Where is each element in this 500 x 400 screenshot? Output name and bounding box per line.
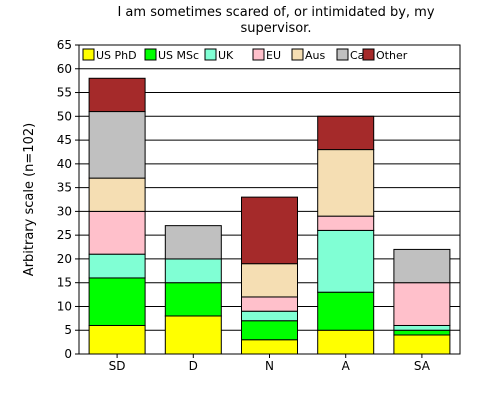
legend-label-Ca: Ca: [350, 49, 364, 62]
bar-SA-US-PhD: [393, 334, 451, 355]
chart-title: I am sometimes scared of, or intimidated…: [117, 5, 434, 36]
y-tick-label-50: 50: [57, 109, 72, 123]
legend-swatch-US-PhD: [82, 48, 95, 61]
bar-N-Other: [241, 196, 298, 265]
x-tick-label-SD: SD: [109, 359, 126, 373]
bar-SD-UK: [88, 253, 146, 279]
bar-N-US-PhD: [241, 339, 298, 355]
bar-A-US-PhD: [317, 329, 375, 355]
legend-swatch-UK: [204, 48, 217, 61]
y-tick-label-20: 20: [57, 252, 72, 266]
bar-SD-US-MSc: [88, 277, 146, 326]
bar-SD-Ca: [88, 111, 146, 179]
bar-A-EU: [317, 215, 375, 231]
bar-N-Aus: [241, 263, 298, 298]
bar-SD-Aus: [88, 177, 146, 212]
y-tick-label-45: 45: [57, 133, 72, 147]
legend-swatch-US-MSc: [144, 48, 157, 61]
bar-A-Other: [317, 115, 375, 151]
y-tick-label-5: 5: [64, 323, 72, 337]
y-axis-label: Arbitrary scale (n=102): [22, 123, 37, 276]
x-tick-label-N: N: [265, 359, 274, 373]
y-axis-ticks: 0 5 10 15 20 25 30 35 40 45 50 55 60 65: [57, 38, 79, 361]
bar-SD-US-PhD: [88, 324, 146, 355]
y-tick-label-35: 35: [57, 181, 72, 195]
bar-A-UK: [317, 229, 375, 293]
y-tick-label-10: 10: [57, 299, 72, 313]
legend-label-UK: UK: [218, 49, 234, 62]
bar-SD-Other: [88, 77, 146, 113]
x-tick-label-D: D: [189, 359, 198, 373]
y-tick-label-65: 65: [57, 38, 72, 52]
bar-D-US-PhD: [164, 315, 222, 355]
bar-D-US-MSc: [164, 282, 222, 317]
bar-SA-EU: [393, 282, 451, 326]
legend-label-Aus: Aus: [305, 49, 325, 62]
chart-title-line-1: I am sometimes scared of, or intimidated…: [117, 5, 434, 20]
legend-label-US-MSc: US MSc: [158, 49, 199, 62]
y-tick-label-55: 55: [57, 86, 72, 100]
y-tick-label-25: 25: [57, 228, 72, 242]
y-tick-label-15: 15: [57, 276, 72, 290]
legend-label-US-PhD: US PhD: [96, 49, 137, 62]
y-tick-label-60: 60: [57, 62, 72, 76]
bar-A-Aus: [317, 149, 375, 217]
bar-D-UK: [164, 258, 222, 284]
bar-N-UK: [241, 310, 298, 322]
bar-SA-US-MSc: [393, 329, 451, 336]
y-tick-label-40: 40: [57, 157, 72, 171]
bar-N-EU: [241, 296, 298, 312]
legend-label-EU: EU: [266, 49, 281, 62]
y-tick-label-0: 0: [64, 347, 72, 361]
bar-A-US-MSc: [317, 291, 375, 331]
bar-SA-UK: [393, 324, 451, 331]
bar-SA-Ca: [393, 248, 451, 284]
bar-SD-EU: [88, 210, 146, 255]
x-tick-label-SA: SA: [414, 359, 431, 373]
legend-swatch-Aus: [291, 48, 304, 61]
x-axis-ticks: SD D N A SA: [109, 354, 431, 373]
legend: US PhD US MSc UK EU Aus Ca Other: [82, 48, 408, 62]
y-tick-label-30: 30: [57, 204, 72, 218]
chart-title-line-2: supervisor.: [241, 21, 312, 36]
legend-swatch-Other: [362, 48, 375, 61]
bar-D-Ca: [164, 225, 222, 260]
bar-N-US-MSc: [241, 320, 298, 341]
bars: [88, 77, 451, 355]
legend-swatch-EU: [252, 48, 265, 61]
legend-swatch-Ca: [336, 48, 349, 61]
legend-label-Other: Other: [376, 49, 408, 62]
x-tick-label-A: A: [342, 359, 351, 373]
